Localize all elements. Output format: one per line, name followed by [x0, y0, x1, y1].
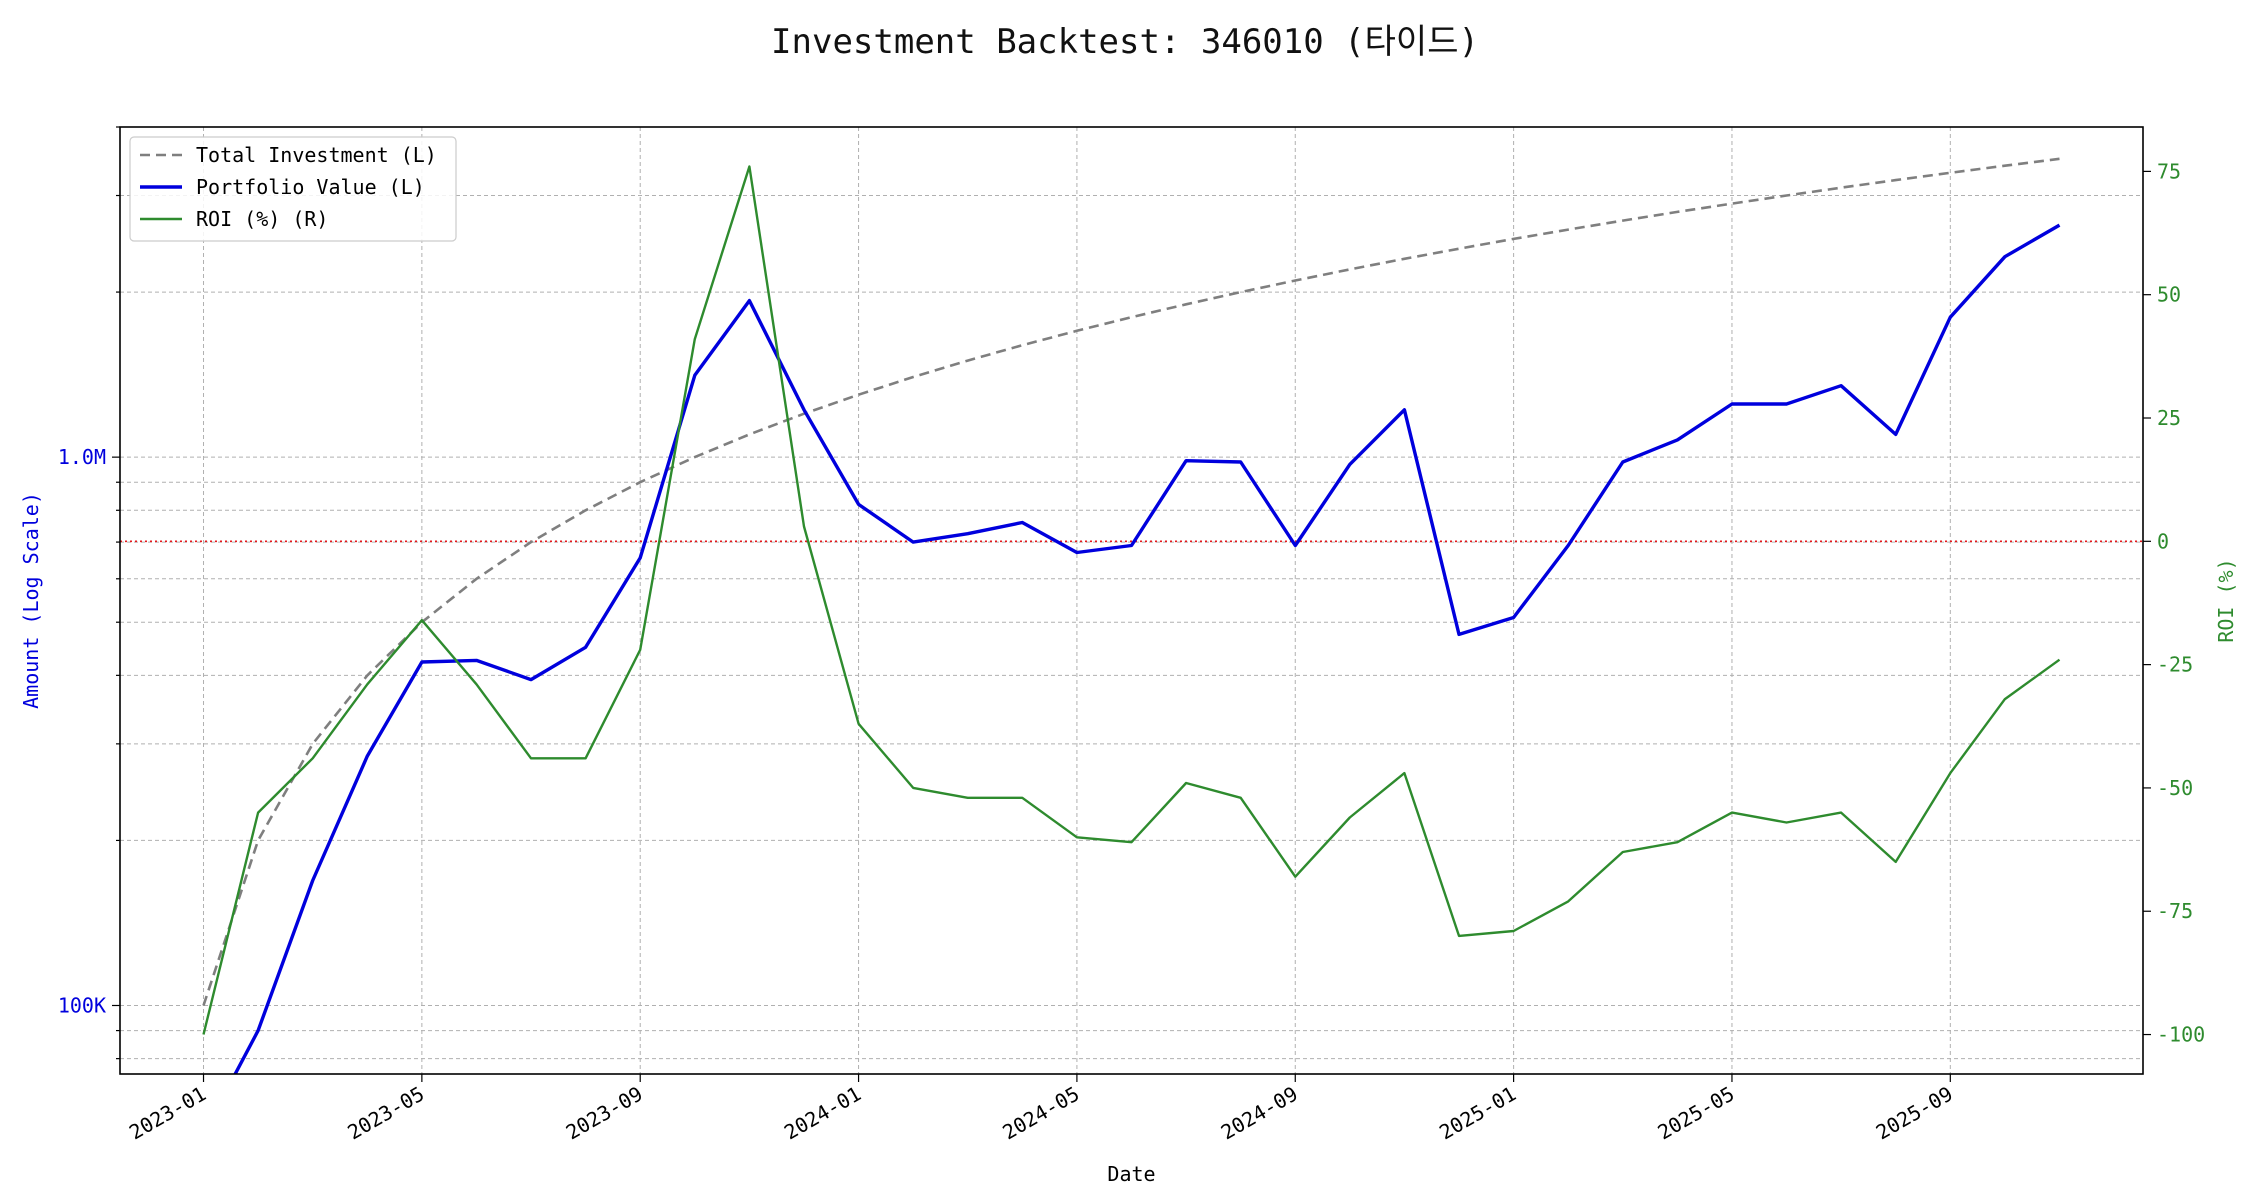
- x-tick-label: 2024-01: [780, 1082, 865, 1145]
- y-right-tick-label: -100: [2157, 1023, 2205, 1047]
- x-tick-label: 2023-09: [562, 1082, 647, 1145]
- legend-label-0: Total Investment (L): [196, 143, 437, 167]
- x-tick-label: 2024-09: [1217, 1082, 1302, 1145]
- y-right-axis-label: ROI (%): [2214, 558, 2238, 642]
- chart-title: Investment Backtest: 346010 (타이드): [771, 22, 1479, 62]
- y-right-tick-label: -75: [2157, 899, 2193, 923]
- x-tick-label: 2025-01: [1435, 1082, 1520, 1145]
- x-tick-label: 2023-01: [125, 1082, 210, 1145]
- y-left-tick-label: 100K: [58, 993, 106, 1017]
- x-tick-label: 2025-05: [1653, 1082, 1738, 1145]
- y-right-tick-label: 25: [2157, 406, 2181, 430]
- y-left-tick-label: 1.0M: [58, 445, 106, 469]
- x-axis-label: Date: [1107, 1162, 1155, 1186]
- legend-box: [129, 136, 457, 242]
- legend: Total Investment (L) Portfolio Value (L) R…: [129, 136, 457, 242]
- x-tick-label: 2024-05: [998, 1082, 1083, 1145]
- legend-label-2: ROI (%) (R): [196, 207, 328, 231]
- series-line-0: [202, 157, 2060, 1006]
- series-line-2: [202, 165, 2061, 1035]
- legend-label-1: Portfolio Value (L): [196, 175, 425, 199]
- y-right-tick-label: -50: [2157, 776, 2193, 800]
- y-right-tick-label: 75: [2157, 159, 2181, 183]
- y-right-tick-label: -25: [2157, 653, 2193, 677]
- y-right-tick-label: 0: [2157, 529, 2169, 553]
- plot-frame: [119, 126, 2144, 1075]
- y-left-axis-label: Amount (Log Scale): [19, 492, 43, 709]
- y-right-tick-label: 50: [2157, 283, 2181, 307]
- series-line-1: [233, 223, 2061, 1074]
- x-tick-label: 2023-05: [343, 1082, 428, 1145]
- x-tick-label: 2025-09: [1872, 1082, 1957, 1145]
